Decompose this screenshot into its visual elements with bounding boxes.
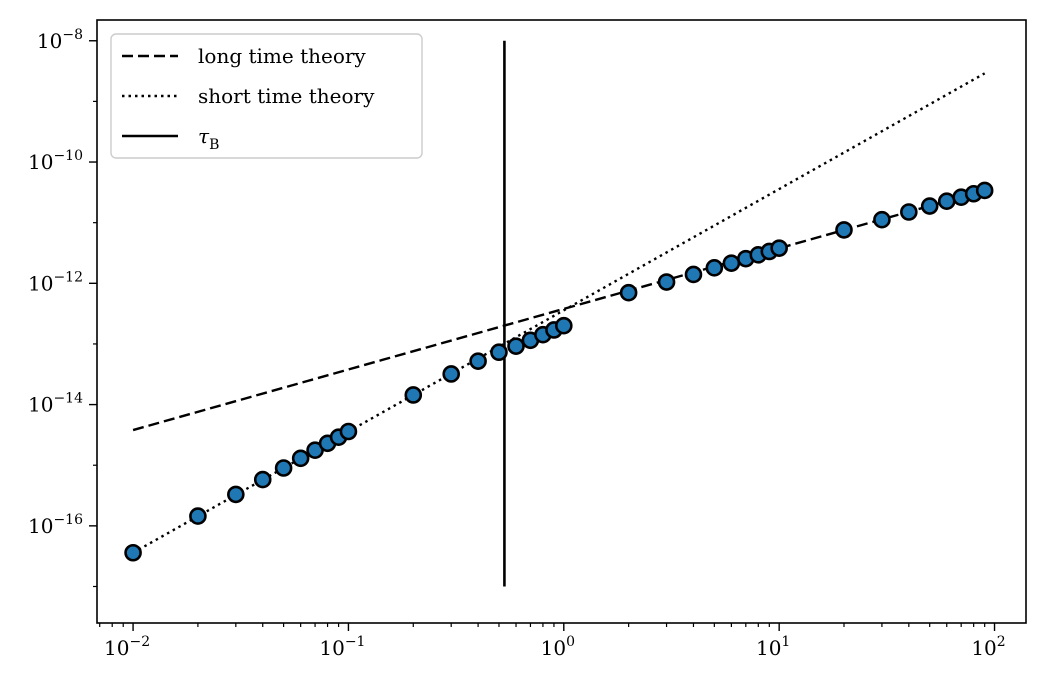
data-point bbox=[705, 259, 724, 277]
data-point bbox=[339, 422, 358, 441]
data-point bbox=[274, 459, 293, 477]
x-tick-label: 100 bbox=[541, 634, 575, 660]
long-time-theory-line bbox=[132, 189, 985, 432]
data-point bbox=[619, 283, 638, 302]
y-tick-label: 10−8 bbox=[37, 27, 83, 53]
legend-label: τB bbox=[198, 124, 219, 153]
data-point bbox=[469, 352, 487, 370]
data-point bbox=[291, 449, 310, 468]
data-point bbox=[555, 316, 573, 335]
data-point bbox=[770, 239, 788, 257]
short-time-theory-line bbox=[132, 72, 986, 554]
plot-content bbox=[124, 40, 994, 587]
legend-label: long time theory bbox=[198, 44, 366, 68]
y-tick-label: 10−16 bbox=[28, 512, 83, 538]
data-point bbox=[442, 365, 460, 383]
data-point bbox=[722, 254, 741, 272]
data-point bbox=[227, 485, 245, 504]
y-tick-label: 10−12 bbox=[28, 269, 83, 295]
data-point bbox=[835, 221, 853, 239]
data-point bbox=[507, 337, 525, 355]
data-point bbox=[920, 197, 939, 215]
data-point bbox=[253, 470, 272, 489]
data-point bbox=[404, 386, 423, 404]
data-point bbox=[684, 265, 703, 284]
data-point bbox=[937, 192, 956, 211]
legend-label: short time theory bbox=[198, 84, 375, 108]
legend-box bbox=[110, 33, 423, 159]
x-tick-label: 101 bbox=[756, 634, 790, 660]
data-point bbox=[873, 210, 891, 229]
data-point bbox=[189, 507, 207, 525]
x-tick-label: 10−1 bbox=[319, 634, 365, 660]
data-point bbox=[124, 543, 142, 562]
data-point bbox=[900, 203, 918, 221]
x-tick-label: 102 bbox=[971, 634, 1005, 660]
data-point bbox=[657, 273, 676, 291]
y-tick-label: 10−14 bbox=[28, 391, 83, 417]
legend: long time theory short time theory τB bbox=[110, 33, 423, 159]
axis-ticks: 10−2 10−1 100 101 102 10−16 10−14 10−12 10−10 10−… bbox=[28, 27, 1006, 660]
x-tick-label: 10−2 bbox=[104, 634, 150, 660]
axes-frame bbox=[96, 19, 1027, 624]
data-point bbox=[490, 343, 508, 362]
data-point bbox=[975, 181, 994, 200]
y-tick-label: 10−10 bbox=[28, 148, 83, 174]
